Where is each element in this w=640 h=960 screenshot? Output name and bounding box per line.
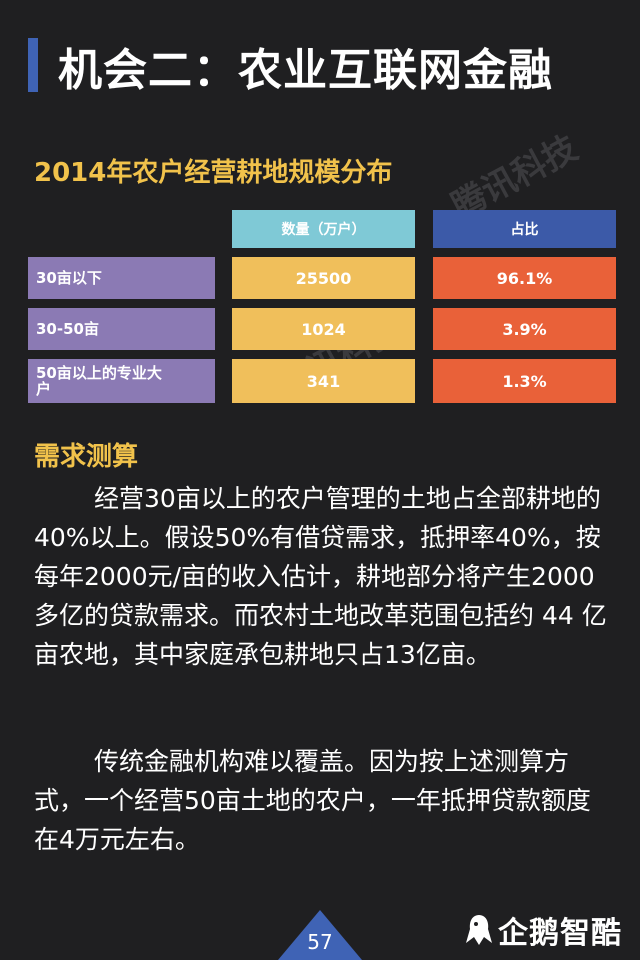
percentage-cell: 3.9%	[433, 308, 616, 350]
quantity-cell: 1024	[232, 308, 415, 350]
page-number: 57	[307, 930, 333, 954]
brand-name: 企鹅智酷	[498, 916, 622, 951]
page-number-badge	[278, 910, 362, 960]
header-quantity: 数量（万户）	[232, 210, 415, 248]
row-label: 30-50亩	[28, 308, 215, 350]
header-percentage: 占比	[433, 210, 616, 248]
section-heading: 需求测算	[34, 442, 139, 472]
paragraph: 经营30亩以上的农户管理的土地占全部耕地的40%以上。假设50%有借贷需求，抵押…	[34, 484, 607, 669]
paragraph: 传统金融机构难以覆盖。因为按上述测算方式，一个经营50亩土地的农户，一年抵押贷款…	[34, 747, 591, 854]
percentage-cell: 96.1%	[433, 257, 616, 299]
quantity-cell: 341	[232, 359, 415, 403]
row-label: 50亩以上的专业大户	[28, 359, 215, 403]
title-accent-bar	[28, 38, 38, 92]
page-title: 机会二：农业互联网金融	[58, 45, 553, 96]
percentage-cell: 1.3%	[433, 359, 616, 403]
table-title: 2014年农户经营耕地规模分布	[34, 158, 393, 188]
penguin-icon	[466, 915, 492, 945]
quantity-cell: 25500	[232, 257, 415, 299]
row-label: 30亩以下	[28, 257, 215, 299]
brand-logo: 企鹅智酷	[464, 908, 622, 952]
